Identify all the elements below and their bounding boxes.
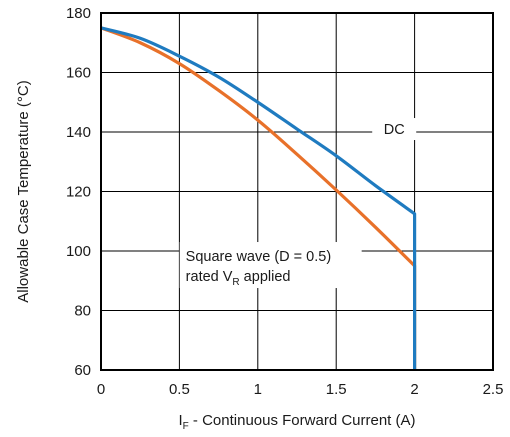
annotation-applied: applied <box>240 269 291 285</box>
x-axis-label-symbol: I <box>178 412 182 429</box>
y-tick-label-2: 100 <box>66 243 91 260</box>
y-axis-label: Allowable Case Temperature (°C) <box>15 80 32 302</box>
annotation-square-wave-line1: Square wave (D = 0.5) <box>186 249 331 265</box>
y-tick-label-4: 140 <box>66 124 91 141</box>
annotation-dc: DC <box>372 118 417 141</box>
y-tick-label-3: 120 <box>66 184 91 201</box>
series-lines <box>100 26 417 370</box>
x-axis-label-subscript: F <box>183 421 189 432</box>
x-tick-label-2: 1 <box>254 381 262 398</box>
x-tick-label-3: 1.5 <box>326 381 347 398</box>
gridlines <box>100 12 494 371</box>
annotation-rated-v: rated V <box>186 269 233 285</box>
plot-frame <box>100 12 494 371</box>
series-line-square-wave <box>100 26 417 370</box>
x-tick-label-0: 0 <box>97 381 105 398</box>
annotation-square-wave: Square wave (D = 0.5) rated VR applied <box>179 242 362 289</box>
annotation-dc-label: DC <box>384 122 405 138</box>
x-tick-labels: 0 0.5 1 1.5 2 2.5 <box>97 381 504 398</box>
annotation-rated-v-subscript: R <box>232 277 239 288</box>
x-tick-label-4: 2 <box>410 381 418 398</box>
x-axis-label-text: - Continuous Forward Current (A) <box>189 412 416 429</box>
y-tick-label-6: 180 <box>66 5 91 22</box>
y-tick-label-1: 80 <box>74 303 91 320</box>
y-tick-labels: 60 80 100 120 140 160 180 <box>66 5 91 379</box>
annotation-square-wave-line2: rated VR applied <box>186 269 291 288</box>
y-tick-label-5: 160 <box>66 65 91 82</box>
x-tick-label-5: 2.5 <box>483 381 504 398</box>
y-tick-label-0: 60 <box>74 362 91 379</box>
x-axis-label: IF - Continuous Forward Current (A) <box>178 412 415 432</box>
x-tick-label-1: 0.5 <box>169 381 190 398</box>
series-line-dc <box>100 26 417 370</box>
